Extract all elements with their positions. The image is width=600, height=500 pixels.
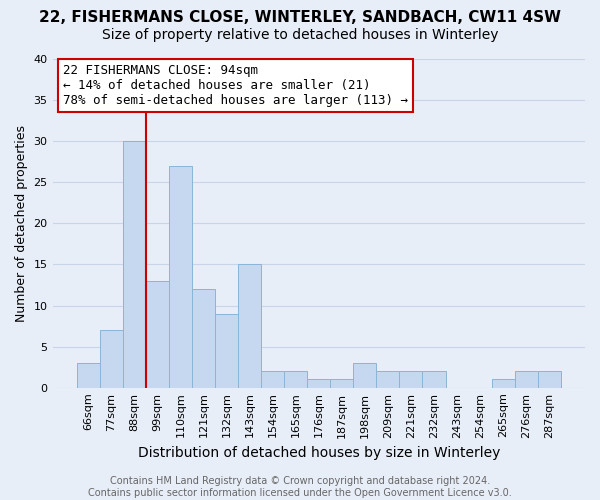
Bar [400, 371, 422, 388]
Bar [77, 363, 100, 388]
Bar [422, 371, 446, 388]
Bar [538, 371, 561, 388]
Bar [515, 371, 538, 388]
Bar [100, 330, 123, 388]
Bar [491, 380, 515, 388]
Bar [146, 281, 169, 388]
Bar [238, 264, 261, 388]
Bar [215, 314, 238, 388]
Text: 22, FISHERMANS CLOSE, WINTERLEY, SANDBACH, CW11 4SW: 22, FISHERMANS CLOSE, WINTERLEY, SANDBAC… [39, 10, 561, 25]
Y-axis label: Number of detached properties: Number of detached properties [15, 125, 28, 322]
Bar [169, 166, 192, 388]
Bar [192, 289, 215, 388]
Text: Size of property relative to detached houses in Winterley: Size of property relative to detached ho… [102, 28, 498, 42]
Bar [353, 363, 376, 388]
Bar [123, 141, 146, 388]
Bar [307, 380, 330, 388]
Bar [261, 371, 284, 388]
Bar [376, 371, 400, 388]
Bar [284, 371, 307, 388]
X-axis label: Distribution of detached houses by size in Winterley: Distribution of detached houses by size … [137, 446, 500, 460]
Text: 22 FISHERMANS CLOSE: 94sqm
← 14% of detached houses are smaller (21)
78% of semi: 22 FISHERMANS CLOSE: 94sqm ← 14% of deta… [63, 64, 408, 107]
Text: Contains HM Land Registry data © Crown copyright and database right 2024.
Contai: Contains HM Land Registry data © Crown c… [88, 476, 512, 498]
Bar [330, 380, 353, 388]
